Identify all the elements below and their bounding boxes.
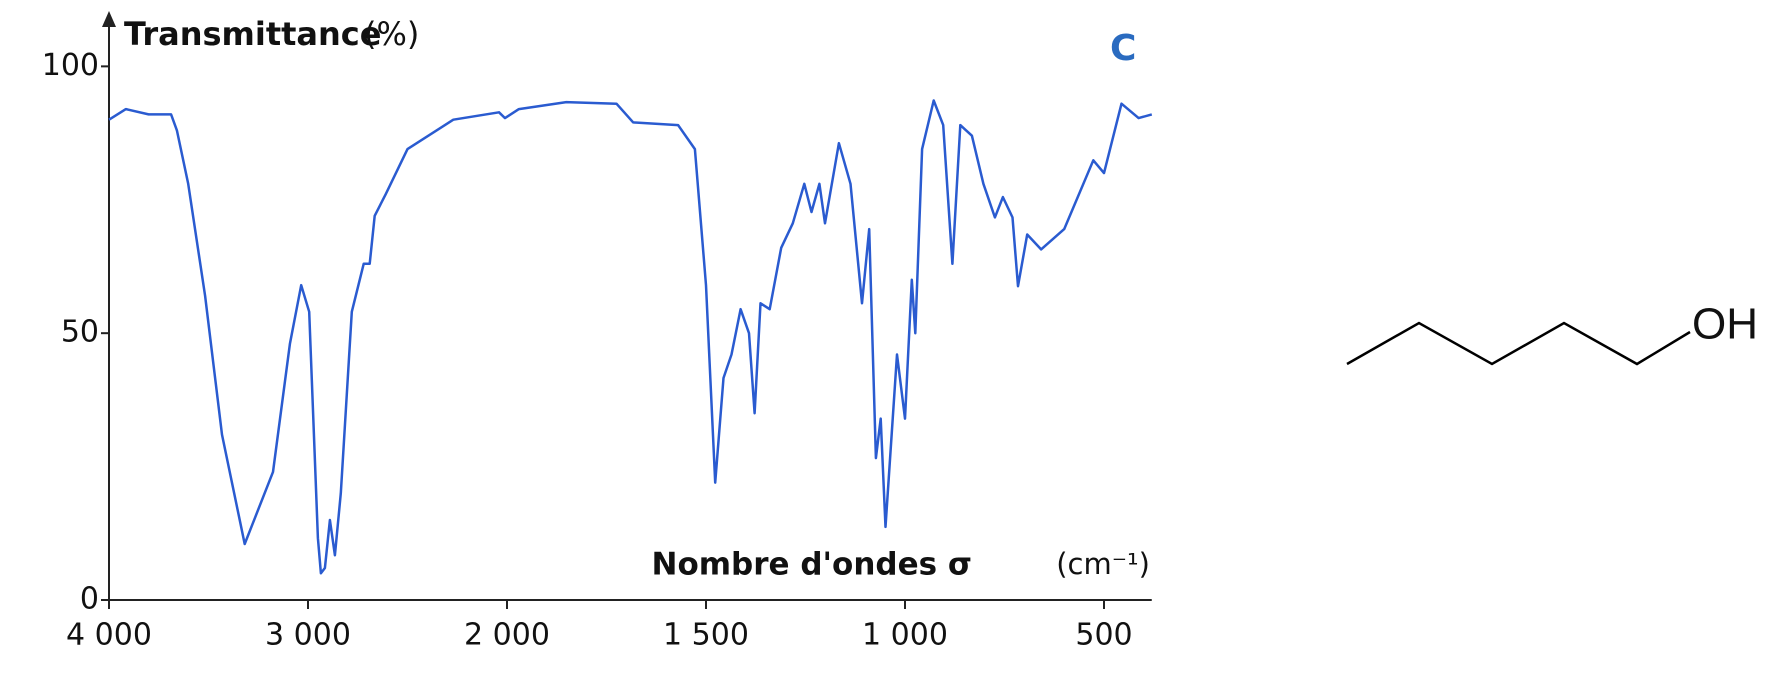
x-tick-label: 3 000 xyxy=(265,618,351,653)
x-tick-label: 500 xyxy=(1075,618,1132,653)
molecule-label: OH xyxy=(1692,300,1758,349)
y-tick-label: 100 xyxy=(42,48,99,83)
y-tick-label: 0 xyxy=(80,582,99,617)
x-axis-unit: (cm⁻¹) xyxy=(1056,547,1150,581)
skeletal-formula xyxy=(1346,321,1691,366)
panel-letter: C xyxy=(1110,28,1136,69)
molecule: OH xyxy=(1346,300,1758,366)
x-tick-label: 4 000 xyxy=(66,618,152,653)
x-tick-label: 1 000 xyxy=(862,618,948,653)
x-axis-label: Nombre d'ondes σ xyxy=(652,547,973,583)
y-axis-unit: (%) xyxy=(364,15,419,53)
x-tick-label: 2 000 xyxy=(464,618,550,653)
x-tick-label: 1 500 xyxy=(663,618,749,653)
y-axis-label: Transmittance xyxy=(124,15,381,53)
y-tick-label: 50 xyxy=(61,315,99,350)
spectrum-line xyxy=(108,99,1153,575)
y-axis-arrow xyxy=(102,11,116,27)
